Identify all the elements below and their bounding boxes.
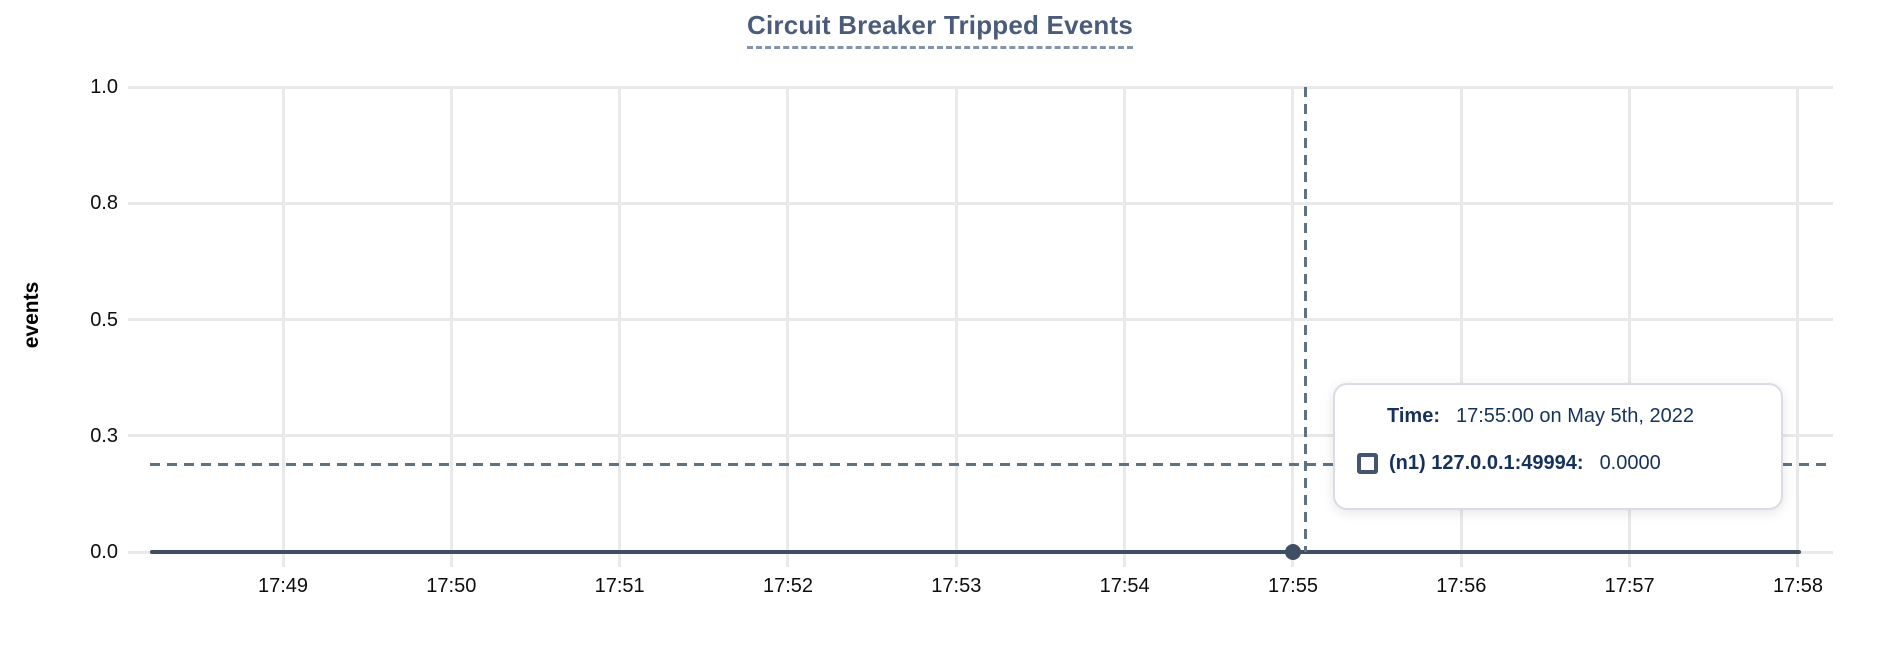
series-line [150, 550, 1801, 554]
x-tick-label: 17:54 [1099, 575, 1150, 597]
y-gridline [128, 85, 1833, 89]
x-tick-label: 17:58 [1772, 575, 1823, 597]
y-tick-label: 0.3 [90, 424, 118, 447]
y-tick-label: 0.5 [90, 308, 118, 331]
data-point [1284, 544, 1301, 560]
tooltip-series-row: (n1) 127.0.0.1:49994: 0.0000 [1357, 452, 1661, 475]
tooltip-series-label: (n1) 127.0.0.1:49994: [1389, 452, 1584, 474]
y-gridline [128, 434, 1833, 438]
x-gridline [786, 87, 790, 567]
y-tick-label: 1.0 [90, 76, 118, 98]
x-tick-label: 17:52 [762, 575, 814, 597]
x-gridline [954, 87, 958, 567]
x-gridline [449, 87, 453, 567]
y-gridline [128, 318, 1833, 321]
x-tick-label: 17:55 [1267, 575, 1318, 597]
x-tick-label: 17:49 [257, 575, 309, 597]
tooltip-time-label: Time: [1387, 405, 1440, 427]
x-gridline [1291, 87, 1295, 567]
y-tick-label: 0.8 [90, 192, 118, 215]
x-gridline [1796, 87, 1800, 567]
tooltip-time-value: 17:55:00 on May 5th, 2022 [1455, 405, 1694, 427]
y-tick-label: 0.0 [90, 541, 118, 563]
crosshair-horizontal [150, 463, 1833, 466]
square-outline-icon [1357, 453, 1378, 474]
x-gridline [281, 87, 285, 567]
crosshair-vertical [1304, 87, 1307, 552]
chart-title: Circuit Breaker Tripped Events [746, 10, 1134, 49]
x-gridline [618, 87, 622, 567]
x-tick-label: 17:56 [1436, 575, 1487, 597]
tooltip: Time: 17:55:00 on May 5th, 2022 (n1) 127.… [1333, 383, 1783, 510]
x-tick-label: 17:57 [1604, 575, 1655, 597]
x-gridline [1123, 87, 1127, 567]
x-tick-label: 17:53 [931, 575, 982, 597]
y-gridline [128, 201, 1833, 205]
tooltip-series-value: 0.0000 [1599, 452, 1661, 474]
x-gridline [1459, 87, 1463, 567]
tooltip-time-row: Time: 17:55:00 on May 5th, 2022 [1387, 405, 1694, 428]
chart-title-wrap: Circuit Breaker Tripped Events [0, 10, 1880, 49]
x-gridline [1628, 87, 1632, 567]
x-tick-label: 17:50 [426, 575, 477, 597]
x-tick-label: 17:51 [594, 575, 645, 597]
